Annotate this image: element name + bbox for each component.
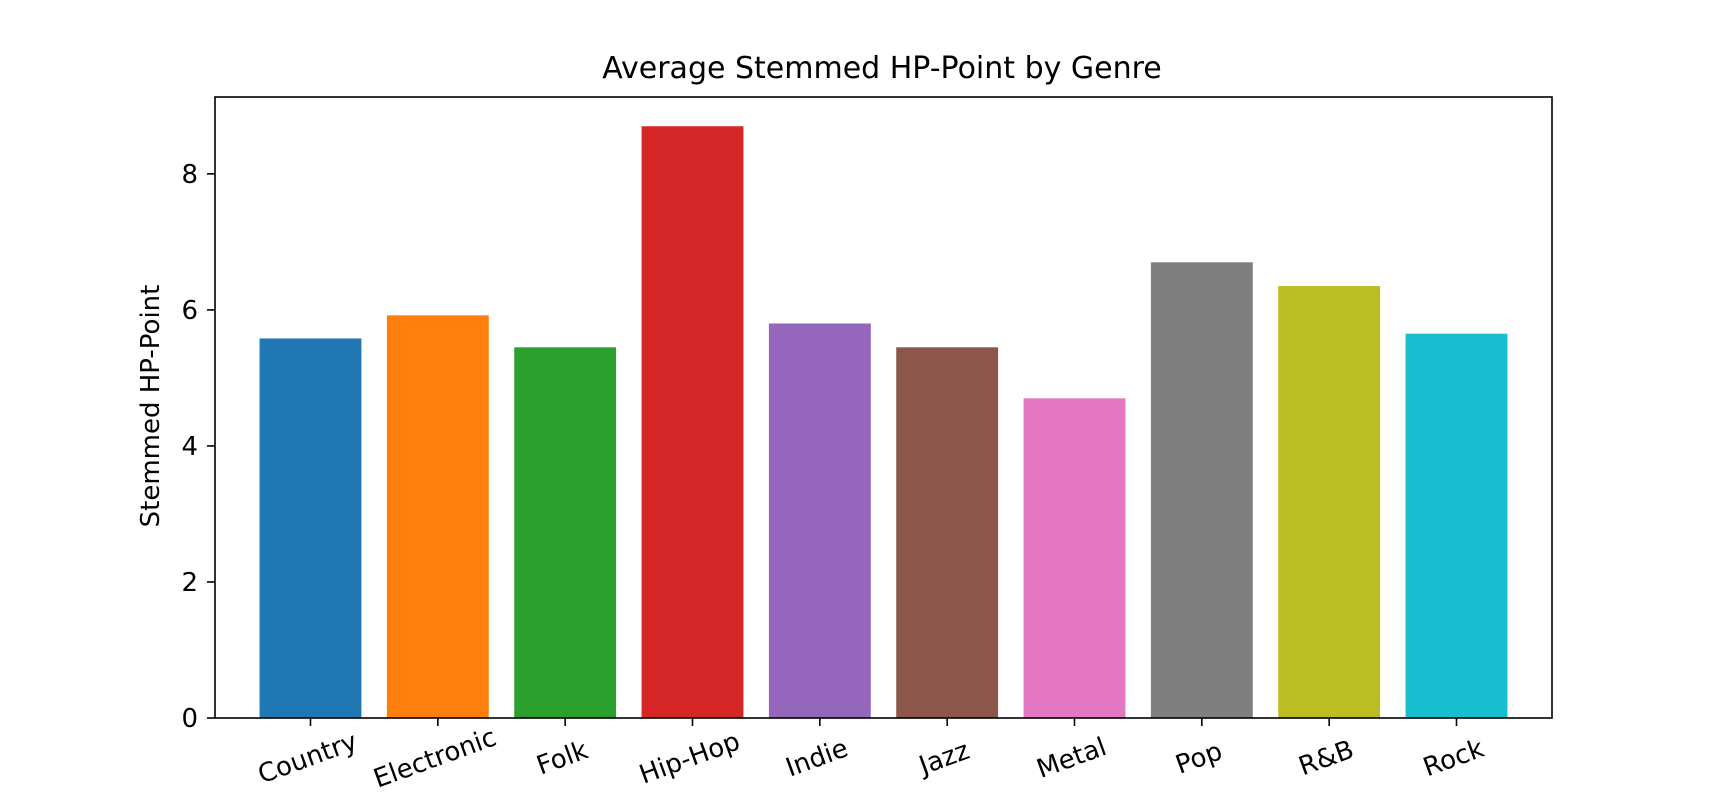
x-tick-label: R&B (1295, 735, 1358, 782)
x-axis-ticks: Country Electronic Folk Hip-Hop Indie Jazz Met… (254, 718, 1488, 794)
x-tick-label: Indie (782, 733, 852, 783)
bar-indie (768, 323, 871, 718)
x-tick-label: Electronic (370, 722, 501, 794)
y-tick-label: 8 (181, 160, 198, 190)
bar-metal (1023, 398, 1126, 718)
y-axis-label: Stemmed HP-Point (136, 285, 166, 528)
x-tick-label: Jazz (914, 736, 974, 782)
y-tick-label: 2 (181, 568, 198, 598)
bar-hip-hop (641, 126, 744, 718)
x-tick-label: Country (254, 727, 361, 791)
y-tick-label: 4 (181, 432, 198, 462)
bar-pop (1150, 262, 1253, 718)
y-tick-label: 6 (181, 296, 198, 326)
x-tick-label: Metal (1033, 732, 1111, 785)
bars-group (259, 126, 1508, 718)
bar-r-b (1278, 286, 1381, 718)
y-tick-label: 0 (181, 704, 198, 734)
bar-jazz (896, 347, 999, 718)
x-tick-label: Pop (1172, 736, 1227, 780)
bar-electronic (386, 315, 489, 718)
x-tick-label: Hip-Hop (635, 726, 744, 790)
plot-area-frame (214, 96, 1553, 719)
x-tick-label: Rock (1419, 734, 1488, 783)
chart-title: Average Stemmed HP-Point by Genre (602, 51, 1162, 86)
bar-folk (514, 347, 617, 718)
y-axis-ticks: 0 2 4 6 8 (181, 160, 215, 734)
bar-country (259, 338, 362, 718)
x-tick-label: Folk (533, 735, 592, 781)
bar-rock (1405, 333, 1508, 718)
